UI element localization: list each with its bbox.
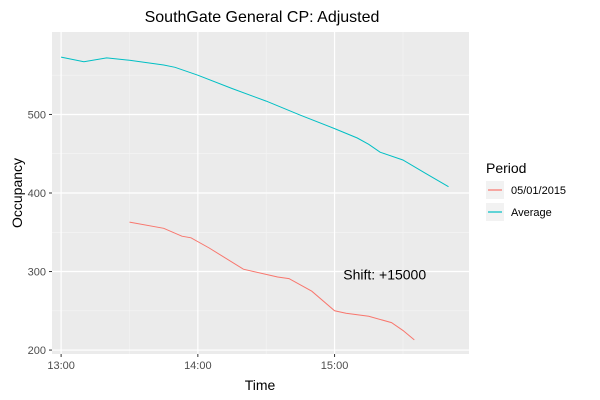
series-line (129, 221, 415, 341)
x-axis-title: Time (245, 377, 276, 393)
x-tick-label: 15:00 (321, 360, 349, 372)
y-tick-label: 400 (28, 188, 46, 200)
x-axis-ticks: 13:00 14:00 15:00 (47, 354, 348, 372)
y-tick-label: 200 (28, 345, 46, 357)
legend-label: Average (511, 207, 552, 219)
legend-title: Period (486, 160, 526, 176)
series-layer (60, 56, 449, 341)
grid-major (52, 32, 469, 354)
x-tick-label: 14:00 (184, 360, 212, 372)
chart-title: SouthGate General CP: Adjusted (145, 9, 380, 26)
y-axis-title: Occupancy (9, 158, 25, 228)
x-tick-label: 13:00 (47, 360, 75, 372)
legend: Period 05/01/2015 Average (486, 160, 566, 221)
legend-label: 05/01/2015 (511, 185, 566, 197)
y-axis-ticks: 200 300 400 500 (28, 109, 52, 357)
series-line (60, 56, 449, 188)
chart-annotation: Shift: +15000 (343, 266, 426, 282)
y-tick-label: 300 (28, 267, 46, 279)
y-tick-label: 500 (28, 109, 46, 121)
